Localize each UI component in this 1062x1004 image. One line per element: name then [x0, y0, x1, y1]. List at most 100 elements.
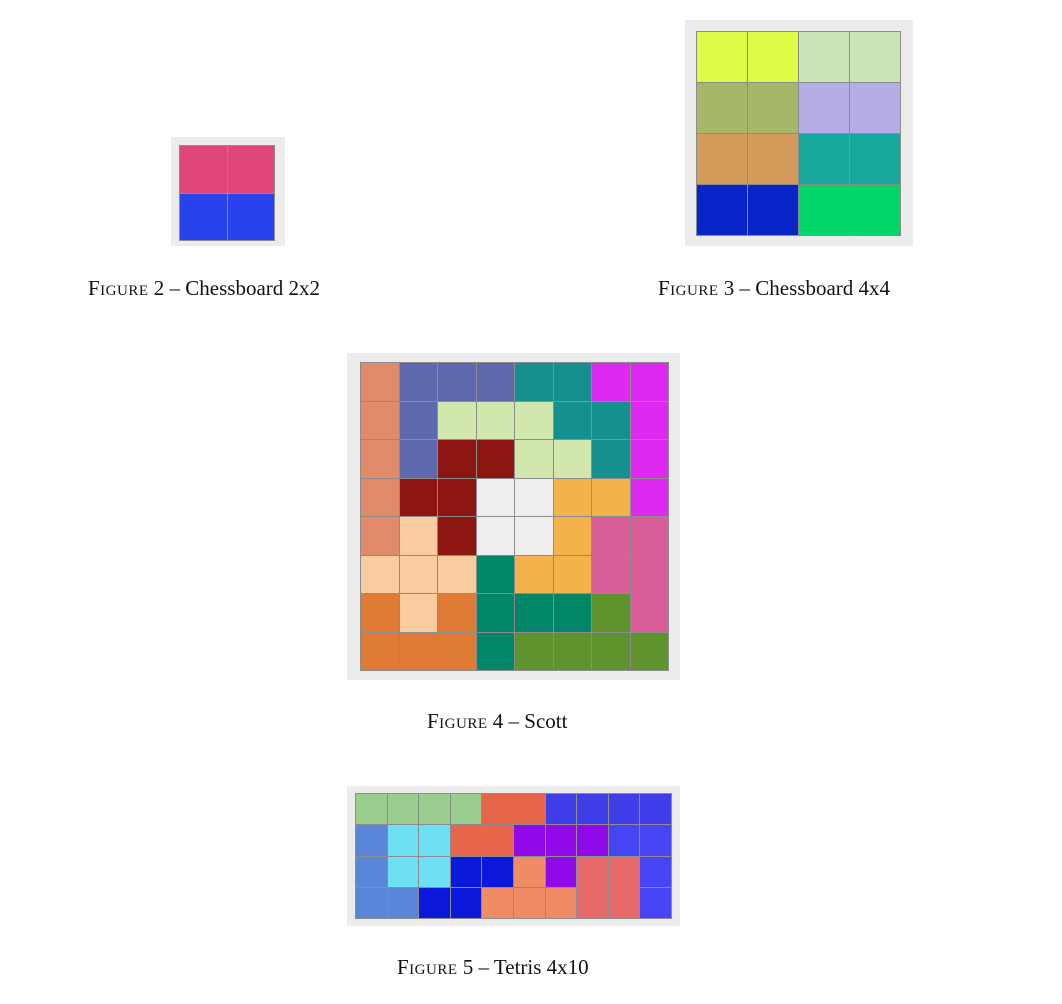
caption-number: 3: [723, 276, 735, 300]
grid-cell: [640, 856, 672, 888]
grid-cell: [180, 146, 228, 194]
grid-cell: [438, 478, 477, 517]
grid-cell: [608, 825, 641, 857]
caption-figure-word: Figure: [397, 955, 458, 979]
grid-cell: [361, 478, 400, 517]
grid-cell: [515, 363, 554, 402]
grid-cell: [799, 83, 850, 134]
grid-cell: [748, 134, 799, 185]
figure-5-caption: Figure 5 – Tetris 4x10: [397, 955, 589, 980]
figure-5-grid: [355, 793, 672, 919]
caption-separator: –: [169, 276, 181, 300]
grid-cell: [361, 517, 400, 556]
grid-cell: [399, 478, 438, 517]
grid-cell: [553, 363, 592, 402]
grid-cell: [545, 856, 578, 888]
caption-number: 2: [153, 276, 165, 300]
grid-cell: [577, 856, 609, 888]
grid-cell: [227, 146, 275, 194]
grid-cell: [608, 794, 641, 826]
grid-cell: [476, 401, 515, 440]
caption-separator: –: [508, 709, 520, 733]
grid-cell: [438, 401, 477, 440]
grid-cell: [630, 401, 669, 440]
figure-3-grid: [696, 31, 901, 236]
grid-cell: [450, 825, 483, 857]
grid-cell: [592, 594, 631, 633]
grid-cell: [450, 856, 483, 888]
grid-cell: [748, 83, 799, 134]
grid-cell: [592, 363, 631, 402]
grid-cell: [799, 134, 850, 185]
grid-cell: [545, 794, 578, 826]
grid-cell: [438, 440, 477, 479]
grid-cell: [482, 794, 514, 826]
caption-figure-word: Figure: [427, 709, 488, 733]
grid-cell: [399, 632, 438, 671]
grid-cell: [553, 594, 592, 633]
grid-cell: [438, 555, 477, 594]
caption-title: Scott: [524, 709, 568, 733]
grid-cell: [577, 825, 609, 857]
grid-cell: [630, 517, 669, 556]
grid-cell: [630, 363, 669, 402]
grid-cell: [515, 632, 554, 671]
grid-cell: [592, 517, 631, 556]
grid-cell: [850, 185, 901, 236]
grid-cell: [850, 83, 901, 134]
grid-cell: [361, 363, 400, 402]
grid-cell: [630, 440, 669, 479]
grid-cell: [438, 594, 477, 633]
caption-figure-word: Figure: [658, 276, 719, 300]
grid-cell: [476, 363, 515, 402]
caption-separator: –: [478, 955, 490, 979]
grid-cell: [438, 363, 477, 402]
grid-cell: [515, 478, 554, 517]
grid-cell: [799, 185, 850, 236]
grid-cell: [799, 32, 850, 83]
grid-cell: [630, 632, 669, 671]
caption-number: 4: [492, 709, 504, 733]
grid-cell: [450, 887, 483, 919]
grid-cell: [850, 32, 901, 83]
grid-cell: [640, 825, 672, 857]
grid-cell: [630, 555, 669, 594]
grid-cell: [476, 478, 515, 517]
grid-cell: [515, 517, 554, 556]
grid-cell: [553, 555, 592, 594]
grid-cell: [419, 856, 451, 888]
grid-cell: [850, 134, 901, 185]
grid-cell: [419, 825, 451, 857]
grid-cell: [577, 887, 609, 919]
grid-cell: [399, 363, 438, 402]
caption-title: Chessboard 2x2: [185, 276, 321, 300]
grid-cell: [592, 401, 631, 440]
grid-cell: [515, 401, 554, 440]
grid-cell: [387, 856, 420, 888]
grid-cell: [630, 594, 669, 633]
grid-cell: [399, 517, 438, 556]
grid-cell: [514, 887, 546, 919]
grid-cell: [356, 856, 388, 888]
grid-cell: [592, 632, 631, 671]
grid-cell: [399, 555, 438, 594]
caption-title: Chessboard 4x4: [755, 276, 891, 300]
figure-3-caption: Figure 3 – Chessboard 4x4: [658, 276, 890, 301]
grid-cell: [545, 887, 578, 919]
figure-2-grid: [179, 145, 275, 241]
grid-cell: [361, 632, 400, 671]
grid-cell: [482, 887, 514, 919]
grid-cell: [640, 887, 672, 919]
grid-cell: [592, 440, 631, 479]
grid-cell: [387, 825, 420, 857]
figure-2-caption: Figure 2 – Chessboard 2x2: [88, 276, 320, 301]
grid-cell: [630, 478, 669, 517]
grid-cell: [399, 401, 438, 440]
grid-cell: [592, 555, 631, 594]
grid-cell: [419, 794, 451, 826]
grid-cell: [476, 594, 515, 633]
grid-cell: [697, 134, 748, 185]
grid-cell: [515, 555, 554, 594]
grid-cell: [361, 555, 400, 594]
grid-cell: [748, 32, 799, 83]
